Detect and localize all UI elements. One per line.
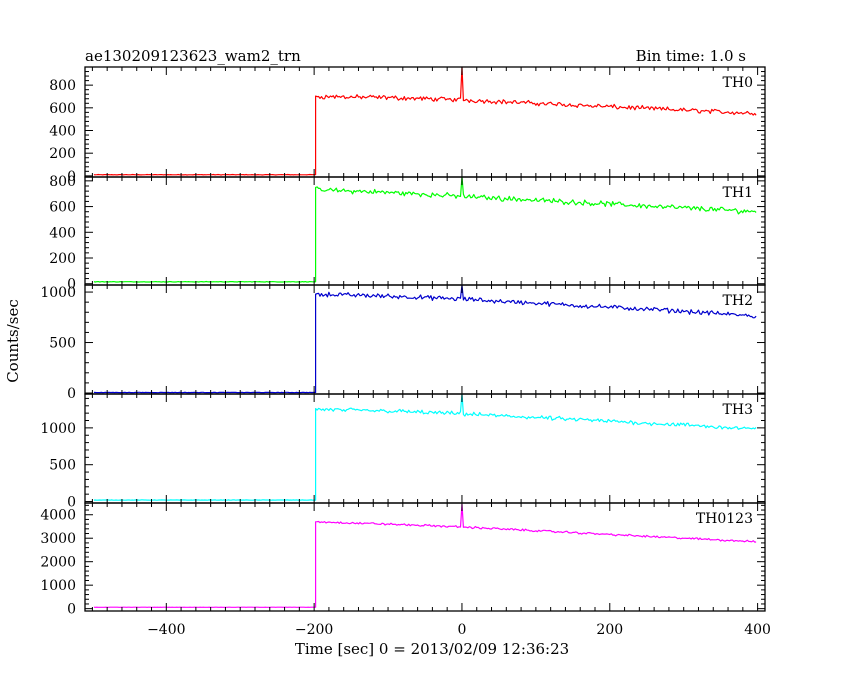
panel-th3: TH3 0 500 1000 <box>40 393 766 511</box>
chart-title: ae130209123623_wam2_trn <box>85 47 301 65</box>
y-tick-label: 2000 <box>40 555 76 571</box>
series-line-th1 <box>93 176 757 283</box>
x-tick-label: 400 <box>744 622 771 638</box>
series-line-th0123 <box>93 503 757 608</box>
panel-label-th2: TH2 <box>723 293 753 309</box>
panel-frame-th2 <box>84 284 766 395</box>
y-tick-label: 0 <box>67 169 76 185</box>
y-tick-label: 500 <box>49 458 76 474</box>
x-tick-label: −400 <box>147 622 185 638</box>
x-tick-label: 0 <box>457 622 466 638</box>
x-axis-label: Time [sec] 0 = 2013/02/09 12:36:23 <box>295 640 569 658</box>
panel-label-th3: TH3 <box>723 402 753 418</box>
y-tick-label: 1000 <box>40 421 76 437</box>
series-line-th0 <box>93 66 757 176</box>
y-tick-label: 200 <box>49 251 76 267</box>
y-tick-label: 800 <box>49 78 76 94</box>
panels-group: TH0 0 200 400 600 800 TH1 0 200 400 600 800 TH2 0 500 1… <box>40 66 771 638</box>
y-tick-label: 800 <box>49 174 76 190</box>
y-tick-label: 600 <box>49 200 76 216</box>
panel-label-th0123: TH0123 <box>696 511 753 527</box>
series-line-th3 <box>93 393 757 501</box>
panel-th0: TH0 0 200 400 600 800 <box>49 66 766 185</box>
y-tick-label: 0 <box>67 602 76 618</box>
panel-th1: TH1 0 200 400 600 800 <box>49 174 766 293</box>
panel-frame-th3 <box>84 393 766 504</box>
y-tick-label: 0 <box>67 386 76 402</box>
y-tick-label: 400 <box>49 225 76 241</box>
y-tick-label: 1000 <box>40 578 76 594</box>
y-tick-label: 500 <box>49 336 76 352</box>
series-line-th2 <box>93 284 757 394</box>
x-tick-label: 200 <box>596 622 623 638</box>
y-tick-label: 600 <box>49 101 76 117</box>
y-tick-label: 200 <box>49 146 76 162</box>
y-tick-label: 0 <box>67 495 76 511</box>
panel-th2: TH2 0 500 1000 <box>40 284 766 402</box>
y-tick-label: 3000 <box>40 531 76 547</box>
y-tick-label: 400 <box>49 124 76 140</box>
x-tick-label: −200 <box>295 622 333 638</box>
y-axis-label: Counts/sec <box>4 299 22 383</box>
y-tick-label: 0 <box>67 277 76 293</box>
panel-frame-th1 <box>84 176 766 286</box>
y-tick-label: 1000 <box>40 285 76 301</box>
panel-frame-th0 <box>84 66 766 178</box>
panel-frame-th0123 <box>84 502 766 612</box>
panel-label-th1: TH1 <box>723 185 753 201</box>
bin-time-label: Bin time: 1.0 s <box>636 47 746 65</box>
panel-th0123: TH0123 0 1000 2000 3000 4000 <box>40 502 766 618</box>
y-tick-label: 4000 <box>40 508 76 524</box>
panel-label-th0: TH0 <box>723 75 753 91</box>
